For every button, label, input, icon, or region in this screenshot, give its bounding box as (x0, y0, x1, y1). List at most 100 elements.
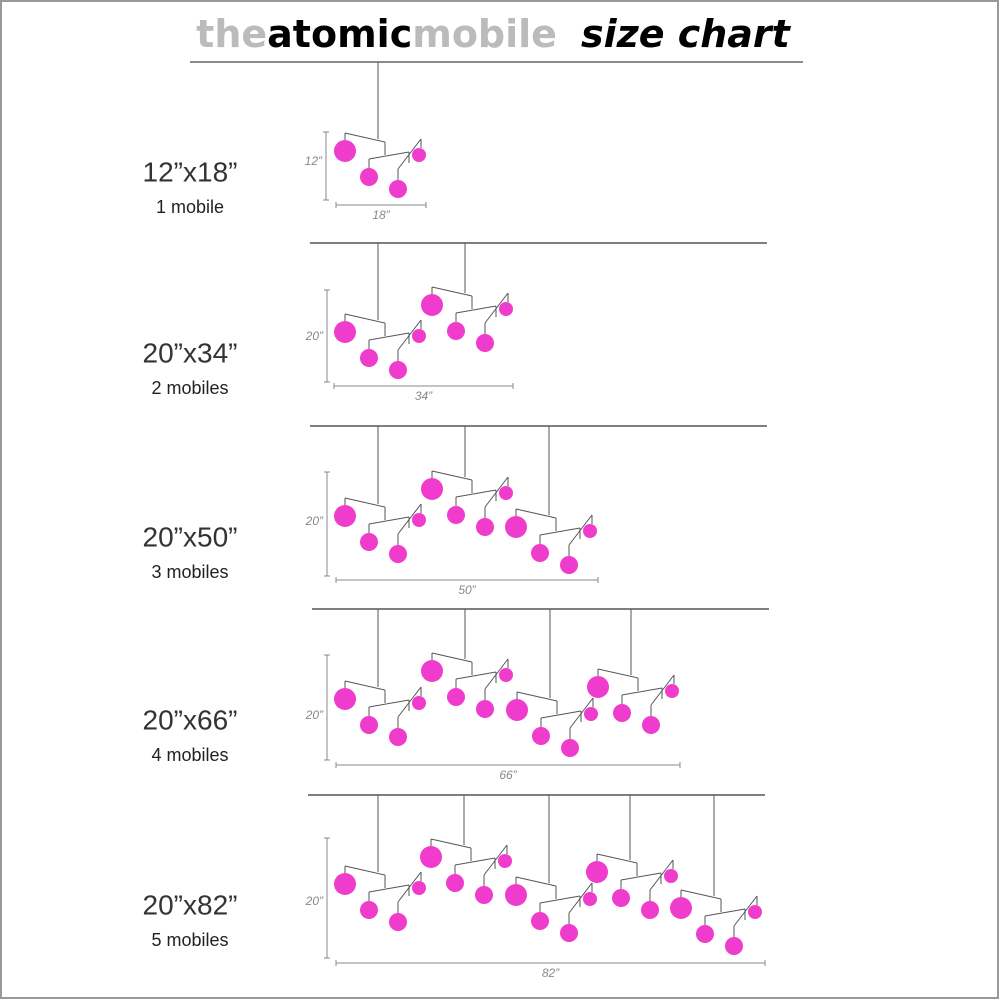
ball (360, 533, 378, 551)
ball (664, 869, 678, 883)
count-label: 1 mobile (156, 197, 224, 217)
wire (733, 895, 758, 927)
ball (389, 913, 407, 931)
wire (431, 470, 473, 481)
wire (455, 489, 497, 498)
wire (344, 132, 386, 143)
wire (368, 699, 410, 708)
ball (560, 924, 578, 942)
ball (532, 727, 550, 745)
ball (531, 544, 549, 562)
ball (498, 854, 512, 868)
size-label: 20”x82” (143, 889, 238, 920)
ball (665, 684, 679, 698)
height-label: 20” (305, 708, 324, 722)
count-label: 4 mobiles (151, 745, 228, 765)
wire (344, 865, 386, 876)
ball (499, 486, 513, 500)
ball (725, 937, 743, 955)
ball (499, 302, 513, 316)
wire (515, 508, 557, 519)
ball (560, 556, 578, 574)
wire (516, 691, 558, 702)
size-label: 20”x34” (143, 337, 238, 368)
wire (344, 497, 386, 508)
ball (412, 513, 426, 527)
wire (568, 882, 593, 914)
wire (368, 332, 410, 341)
wire (620, 872, 662, 881)
title-the: the (196, 12, 267, 56)
count-label: 5 mobiles (151, 930, 228, 950)
ball (476, 334, 494, 352)
ball (334, 140, 356, 162)
ball (334, 688, 356, 710)
ball (583, 892, 597, 906)
wire (568, 514, 593, 546)
size-label: 12”x18” (143, 156, 238, 187)
ball (334, 873, 356, 895)
ball (505, 516, 527, 538)
title: theatomicmobile size chart (196, 12, 792, 56)
ball (389, 180, 407, 198)
ball (412, 148, 426, 162)
wire (368, 884, 410, 893)
wire (455, 305, 497, 314)
wire (455, 671, 497, 680)
wire (368, 151, 410, 160)
ball (642, 716, 660, 734)
ball (447, 506, 465, 524)
wire (621, 687, 663, 696)
ball (334, 321, 356, 343)
title-size-chart: size chart (581, 12, 792, 56)
wire (484, 658, 509, 690)
ball (476, 518, 494, 536)
height-label: 12” (305, 154, 323, 168)
width-label: 50” (458, 583, 476, 597)
ball (505, 884, 527, 906)
wire (484, 476, 509, 508)
ball (334, 505, 356, 527)
ball (389, 545, 407, 563)
ball (360, 716, 378, 734)
wire (539, 895, 581, 904)
wire (431, 652, 473, 663)
ball (420, 846, 442, 868)
ball (587, 676, 609, 698)
width-label: 66” (499, 768, 517, 782)
wire (483, 844, 508, 876)
ball (412, 881, 426, 895)
ball (612, 889, 630, 907)
height-label: 20” (305, 329, 324, 343)
ball (696, 925, 714, 943)
ball (670, 897, 692, 919)
ball (421, 478, 443, 500)
wire (515, 876, 557, 887)
height-label: 20” (305, 894, 324, 908)
wire (596, 853, 638, 864)
ball (748, 905, 762, 919)
ball (499, 668, 513, 682)
ball (389, 361, 407, 379)
wire (704, 908, 746, 917)
ball (389, 728, 407, 746)
ball (613, 704, 631, 722)
width-label: 18” (372, 208, 390, 222)
wire (397, 686, 422, 718)
wire (368, 516, 410, 525)
ball (531, 912, 549, 930)
ball (360, 349, 378, 367)
ball (561, 739, 579, 757)
ball (360, 901, 378, 919)
wire (454, 857, 496, 866)
ball (506, 699, 528, 721)
wire (539, 527, 581, 536)
title-atomic: atomic (267, 12, 412, 56)
ball (641, 901, 659, 919)
wire (650, 674, 675, 706)
size-label: 20”x50” (143, 521, 238, 552)
ball (360, 168, 378, 186)
ball (475, 886, 493, 904)
